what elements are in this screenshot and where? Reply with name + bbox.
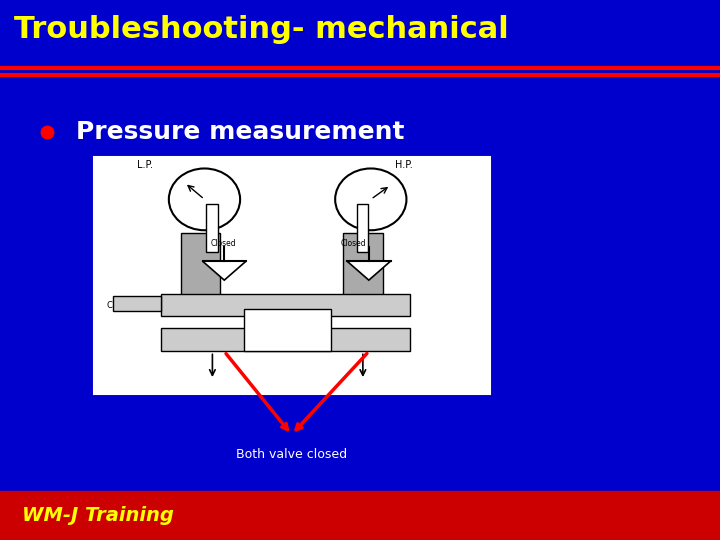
Bar [343,233,383,313]
Bar [181,233,220,313]
Text: Troubleshooting- mechanical: Troubleshooting- mechanical [14,15,509,44]
Bar [161,294,410,316]
Bar [357,204,368,252]
Text: L.P.: L.P. [137,160,153,171]
Bar [94,157,490,394]
Bar [207,204,217,252]
Bar [161,328,410,352]
Text: Closed: Closed [341,239,366,248]
Polygon shape [202,261,246,280]
Ellipse shape [336,168,406,230]
Bar [0,491,720,540]
Text: H.P.: H.P. [395,160,413,171]
Bar [244,309,331,352]
Polygon shape [347,261,390,280]
Text: Pressure measurement: Pressure measurement [76,120,404,144]
Text: WM-J Training: WM-J Training [22,506,174,525]
Bar [114,295,161,311]
Text: C: C [107,301,112,309]
Text: Both valve closed: Both valve closed [236,448,347,461]
Ellipse shape [169,168,240,230]
Text: Closed: Closed [210,239,236,248]
